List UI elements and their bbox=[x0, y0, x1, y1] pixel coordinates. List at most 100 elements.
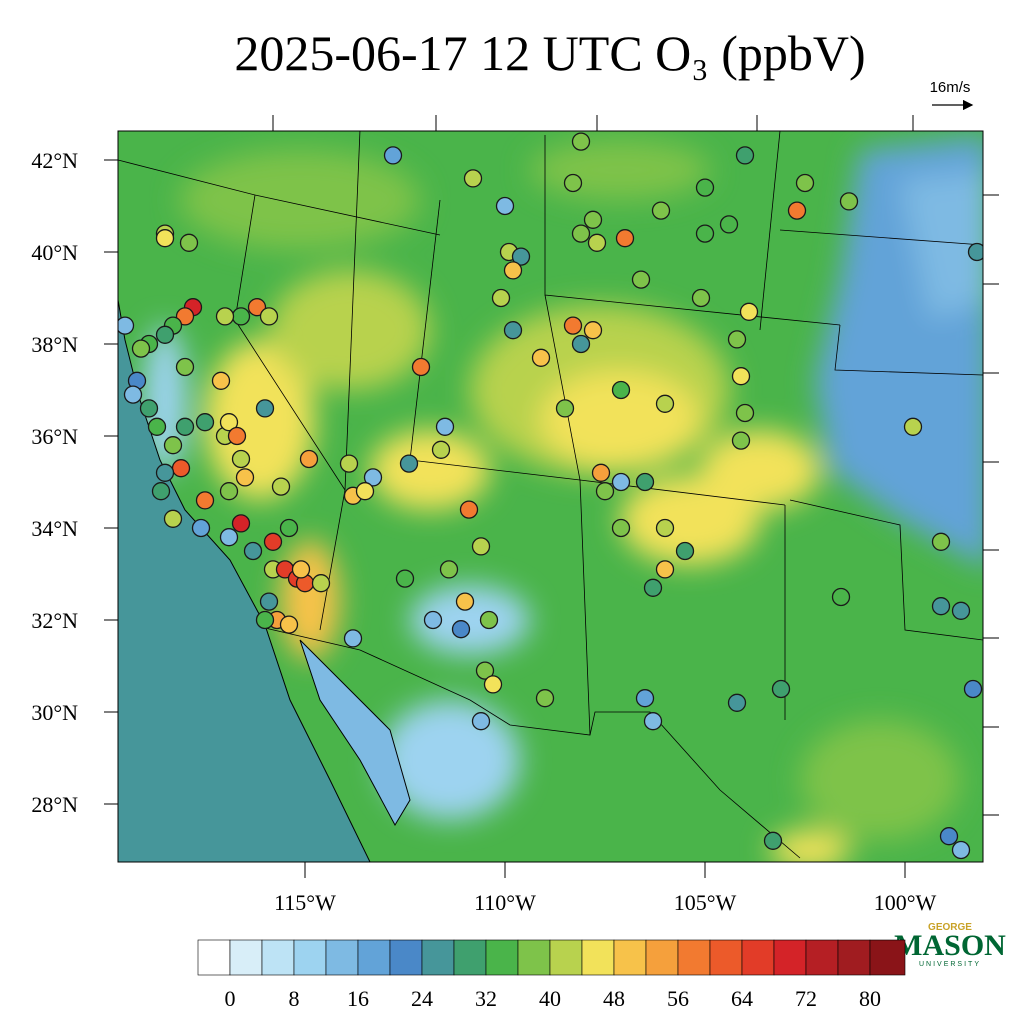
station bbox=[255, 399, 275, 418]
station bbox=[483, 675, 503, 694]
lat-tick-label: 42°N bbox=[31, 148, 78, 173]
station bbox=[563, 316, 583, 335]
colorbar-box bbox=[773, 939, 807, 976]
station bbox=[787, 201, 807, 220]
colorbar-box bbox=[581, 939, 615, 976]
station-layer bbox=[118, 132, 983, 860]
station bbox=[571, 132, 591, 151]
wind-reference-label: 16m/s bbox=[930, 79, 971, 96]
station bbox=[719, 215, 739, 234]
station bbox=[423, 610, 443, 630]
station bbox=[363, 468, 383, 487]
lat-tick-label: 32°N bbox=[31, 608, 78, 633]
station bbox=[563, 173, 583, 193]
colorbar-box bbox=[645, 939, 679, 976]
lat-tick-label: 38°N bbox=[31, 332, 78, 357]
station bbox=[175, 307, 195, 326]
station bbox=[227, 426, 247, 446]
station bbox=[611, 472, 631, 492]
lat-tick-label: 34°N bbox=[31, 516, 78, 541]
logo-top: GEORGE bbox=[928, 922, 972, 933]
station bbox=[675, 541, 695, 561]
colorbar-box bbox=[549, 939, 583, 976]
station bbox=[311, 574, 331, 593]
station bbox=[655, 394, 675, 413]
station bbox=[695, 224, 715, 243]
station bbox=[259, 307, 279, 326]
colorbar-box bbox=[677, 939, 711, 976]
station bbox=[611, 518, 631, 538]
station bbox=[231, 449, 251, 469]
station bbox=[635, 689, 655, 708]
colorbar-box bbox=[869, 939, 906, 976]
station bbox=[643, 712, 663, 731]
station bbox=[191, 518, 211, 538]
lon-tick-label: 100°W bbox=[874, 890, 937, 915]
station bbox=[463, 169, 483, 188]
colorbar-box bbox=[357, 939, 391, 976]
station bbox=[591, 463, 611, 482]
station bbox=[735, 146, 755, 165]
colorbar-box bbox=[229, 939, 263, 976]
station bbox=[655, 518, 675, 538]
logo-bottom: UNIVERSITY bbox=[919, 961, 981, 968]
station bbox=[631, 270, 651, 289]
station bbox=[735, 403, 755, 423]
station bbox=[611, 380, 631, 400]
colorbar-tick-label: 56 bbox=[667, 986, 689, 1011]
station bbox=[655, 560, 675, 579]
station bbox=[259, 592, 279, 611]
colorbar-box bbox=[293, 939, 327, 976]
station bbox=[171, 459, 191, 478]
station bbox=[479, 610, 499, 630]
station bbox=[243, 541, 263, 561]
station bbox=[123, 385, 143, 404]
station bbox=[583, 321, 603, 340]
station bbox=[411, 357, 431, 377]
station bbox=[151, 482, 171, 501]
station bbox=[118, 316, 135, 335]
station bbox=[219, 528, 239, 547]
station bbox=[219, 413, 239, 432]
lon-tick-label: 105°W bbox=[674, 890, 737, 915]
station bbox=[195, 413, 215, 432]
lat-tick-label: 30°N bbox=[31, 700, 78, 725]
station bbox=[615, 229, 635, 248]
station bbox=[643, 578, 663, 597]
station bbox=[247, 298, 267, 317]
station bbox=[175, 357, 195, 377]
station bbox=[583, 210, 603, 229]
station bbox=[691, 288, 711, 308]
station bbox=[531, 348, 551, 367]
colorbar-box bbox=[613, 939, 647, 976]
colorbar-tick-label: 48 bbox=[603, 986, 625, 1011]
station bbox=[439, 560, 459, 579]
colorbar-box bbox=[485, 939, 519, 976]
station bbox=[155, 463, 175, 482]
station bbox=[503, 321, 523, 340]
station bbox=[963, 679, 983, 699]
colorbar-box bbox=[197, 939, 231, 976]
colorbar-tick-label: 80 bbox=[859, 986, 881, 1011]
station bbox=[571, 224, 591, 243]
lat-tick-label: 36°N bbox=[31, 424, 78, 449]
station bbox=[939, 827, 959, 846]
station bbox=[235, 468, 255, 487]
station bbox=[279, 518, 299, 538]
station bbox=[595, 482, 615, 501]
station bbox=[763, 831, 783, 850]
station bbox=[839, 192, 859, 211]
logo-main: MASON bbox=[894, 929, 1006, 962]
station bbox=[451, 620, 471, 639]
station bbox=[399, 454, 419, 473]
lat-tick-label: 40°N bbox=[31, 240, 78, 265]
station bbox=[951, 840, 971, 860]
station bbox=[951, 601, 971, 620]
station bbox=[255, 610, 275, 630]
station bbox=[471, 537, 491, 556]
station bbox=[291, 560, 311, 579]
station bbox=[271, 477, 291, 496]
station bbox=[147, 417, 167, 436]
station bbox=[731, 431, 751, 450]
